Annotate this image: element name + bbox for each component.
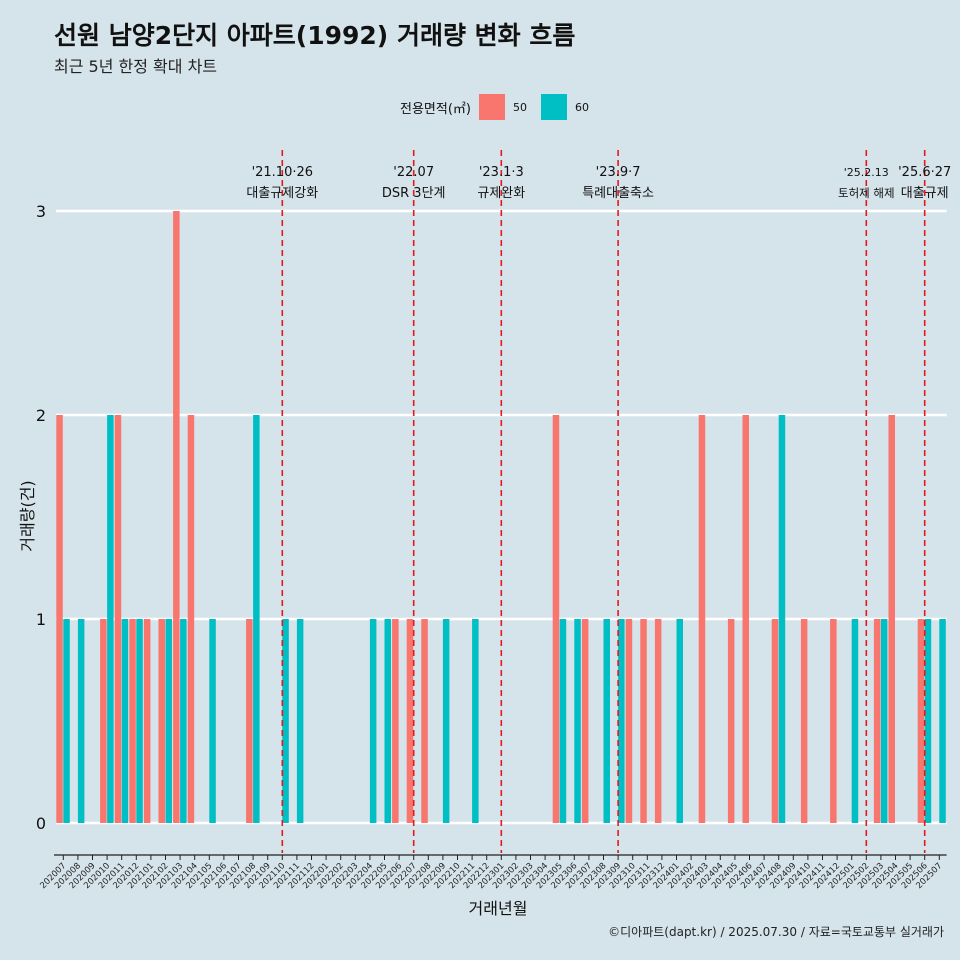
event-date-202207: '22.07 bbox=[393, 165, 434, 180]
bar-60-202008 bbox=[77, 619, 85, 823]
legend-label-50: 50 bbox=[512, 100, 527, 114]
legend-title: 전용면적(㎡) bbox=[400, 101, 471, 117]
event-date-202502: '25.2.13 bbox=[844, 166, 889, 179]
bar-60-202105 bbox=[209, 619, 216, 823]
x-axis-label: 거래년월 bbox=[469, 899, 528, 918]
bar-60-202308 bbox=[603, 619, 610, 823]
bar-50-202406 bbox=[742, 415, 749, 823]
bar-50-202410 bbox=[800, 619, 808, 823]
event-label-202301: 규제완화 bbox=[477, 186, 525, 201]
bar-50-202102 bbox=[158, 619, 165, 823]
bar-60-202503 bbox=[880, 619, 888, 823]
bar-50-202305 bbox=[552, 415, 560, 823]
legend-label-60: 60 bbox=[574, 100, 589, 114]
bar-60-202401 bbox=[676, 619, 683, 823]
bar-60-202103 bbox=[180, 619, 187, 823]
bar-60-202305 bbox=[559, 619, 567, 823]
bar-50-202011 bbox=[114, 415, 122, 823]
bar-50-202108 bbox=[246, 619, 253, 823]
bar-60-202111 bbox=[296, 619, 304, 823]
bar-50-202010 bbox=[100, 619, 107, 823]
bar-60-202108 bbox=[253, 415, 260, 823]
event-label-202207: DSR 3단계 bbox=[382, 186, 446, 201]
event-label-202309: 특례대출축소 bbox=[582, 186, 654, 201]
bar-50-202312 bbox=[654, 619, 662, 823]
bar-50-202504 bbox=[888, 415, 895, 823]
bar-50-202012 bbox=[129, 619, 136, 823]
source-caption: ©디아파트(dapt.kr) / 2025.07.30 / 자료=국토교통부 실… bbox=[608, 925, 944, 939]
bar-50-202403 bbox=[698, 415, 706, 823]
event-label-202110: 대출규제강화 bbox=[246, 186, 318, 201]
bar-60-202309 bbox=[618, 619, 625, 823]
bar-60-202204 bbox=[369, 619, 377, 823]
bar-50-202207 bbox=[406, 619, 414, 823]
bars bbox=[56, 211, 946, 823]
bar-60-202408 bbox=[778, 415, 786, 823]
bar-50-202503 bbox=[873, 619, 881, 823]
bar-60-202306 bbox=[574, 619, 581, 823]
bar-60-202011 bbox=[121, 619, 129, 823]
chart-title: 선원 남양2단지 아파트(1992) 거래량 변화 흐름 bbox=[54, 21, 576, 50]
event-label-202502: 토허제 해제 bbox=[838, 186, 895, 200]
bar-60-202211 bbox=[472, 619, 479, 823]
event-label-202506: 대출규제 bbox=[901, 186, 949, 201]
bar-50-202101 bbox=[143, 619, 151, 823]
event-date-202506: '25.6·27 bbox=[898, 165, 951, 180]
bar-50-202206 bbox=[392, 619, 399, 823]
y-axis-label: 거래량(건) bbox=[18, 480, 37, 551]
axes: 0123202007202008202009202010202011202012… bbox=[36, 202, 947, 891]
y-tick-label: 1 bbox=[36, 610, 46, 629]
bar-60-202007 bbox=[63, 619, 70, 823]
bar-60-202501 bbox=[851, 619, 859, 823]
bar-50-202506 bbox=[917, 619, 925, 823]
bar-50-202307 bbox=[581, 619, 589, 823]
legend-swatch-50 bbox=[478, 94, 505, 120]
bar-50-202311 bbox=[640, 619, 647, 823]
bar-60-202110 bbox=[282, 619, 289, 823]
y-tick-label: 2 bbox=[36, 406, 46, 425]
y-tick-label: 0 bbox=[36, 814, 46, 833]
event-date-202301: '23.1·3 bbox=[479, 165, 524, 180]
bar-60-202012 bbox=[136, 619, 143, 823]
chart-subtitle: 최근 5년 한정 확대 차트 bbox=[54, 57, 218, 76]
bar-50-202104 bbox=[187, 415, 195, 823]
bar-50-202310 bbox=[625, 619, 633, 823]
bar-60-202010 bbox=[107, 415, 114, 823]
bar-50-202103 bbox=[173, 211, 180, 823]
bar-60-202205 bbox=[384, 619, 391, 823]
bar-60-202506 bbox=[924, 619, 932, 823]
bar-60-202102 bbox=[165, 619, 172, 823]
bar-50-202007 bbox=[56, 415, 63, 823]
event-date-202110: '21.10·26 bbox=[252, 165, 313, 180]
bar-50-202412 bbox=[830, 619, 837, 823]
bar-50-202405 bbox=[727, 619, 735, 823]
bar-60-202209 bbox=[442, 619, 450, 823]
bar-50-202408 bbox=[771, 619, 779, 823]
bar-60-202507 bbox=[939, 619, 946, 823]
legend-swatch-60 bbox=[540, 94, 567, 120]
legend: 전용면적(㎡) 50 60 bbox=[400, 93, 595, 121]
bar-50-202208 bbox=[421, 619, 428, 823]
y-tick-label: 3 bbox=[36, 202, 46, 221]
event-date-202309: '23.9·7 bbox=[596, 165, 641, 180]
event-lines: '21.10·26 대출규제강화 '22.07 DSR 3단계 '23.1·3 규제완화 '… bbox=[246, 150, 951, 853]
